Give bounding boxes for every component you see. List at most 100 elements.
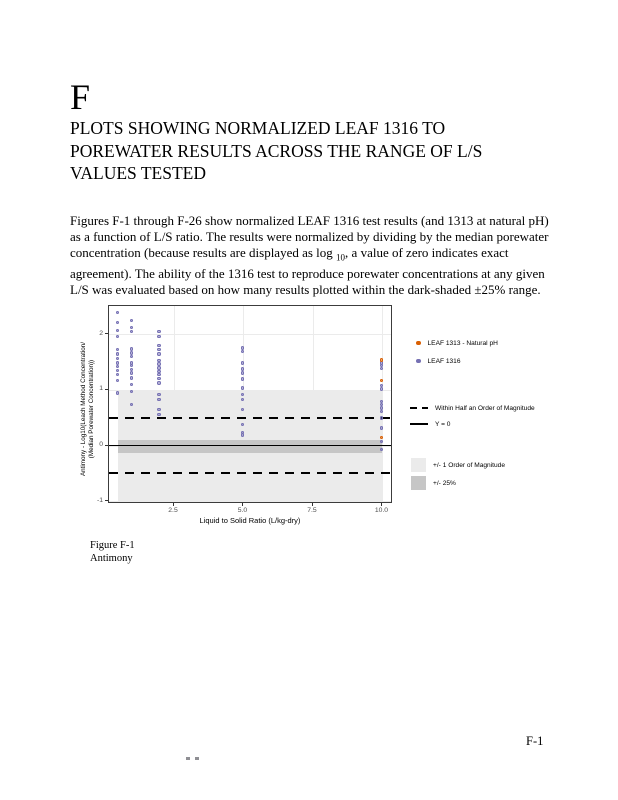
- data-point: [115, 352, 120, 356]
- data-point: [115, 365, 120, 369]
- legend-label: LEAF 1313 - Natural pH: [427, 339, 498, 347]
- data-point: [129, 367, 134, 372]
- data-point: [379, 383, 384, 388]
- y-tick-mark: [105, 333, 108, 335]
- figure-caption-number: Figure F-1: [90, 540, 135, 551]
- data-point: [157, 372, 161, 377]
- data-point: [157, 352, 161, 356]
- legend-label: Y = 0: [435, 420, 451, 428]
- data-point: [129, 402, 134, 407]
- data-point: [157, 329, 161, 334]
- data-point: [379, 358, 384, 362]
- gridline: [109, 334, 391, 336]
- data-point: [379, 378, 384, 383]
- data-point: [157, 347, 161, 352]
- data-point: [129, 376, 134, 380]
- data-point: [379, 447, 384, 452]
- plot-panel: [108, 305, 392, 503]
- leaf-1316-marker-icon: [416, 358, 421, 364]
- dashed-reference-line: [109, 472, 391, 474]
- data-point: [240, 377, 245, 381]
- data-point: [129, 390, 134, 394]
- data-point: [129, 318, 134, 323]
- footer-dot-icon: [195, 757, 199, 760]
- data-point: [115, 391, 120, 395]
- page-title-line: VALUES TESTED: [70, 163, 206, 183]
- data-point: [240, 371, 245, 375]
- data-point: [157, 343, 161, 348]
- solid-line-icon: [410, 422, 428, 426]
- x-tick-mark: [173, 503, 175, 506]
- legend-label: +/- 1 Order of Magnitude: [433, 461, 506, 469]
- data-point: [379, 416, 384, 420]
- x-tick-label: 7.5: [307, 507, 317, 514]
- data-point: [129, 382, 134, 387]
- page-title-line: POREWATER RESULTS ACROSS THE RANGE OF L/…: [70, 140, 483, 161]
- footer-dot-icon: [186, 757, 190, 760]
- paragraph-text: Figures F-1 through F-26 show normalized…: [70, 213, 549, 260]
- data-point: [115, 347, 120, 352]
- light-band-swatch-icon: [411, 458, 426, 472]
- x-tick-label: 10.0: [374, 507, 389, 514]
- figure-caption: Figure F-1 Antimony: [90, 540, 135, 565]
- y-tick-label: 0: [99, 441, 103, 448]
- data-point: [129, 329, 134, 334]
- y-tick-mark: [105, 388, 108, 390]
- data-point: [240, 367, 245, 371]
- data-point: [379, 426, 384, 430]
- legend-label: LEAF 1316: [427, 357, 461, 365]
- data-point: [157, 366, 161, 370]
- y-axis-label: Antimony - Log10(Leach Method Concentrat…: [80, 341, 95, 477]
- dashed-line-icon: [410, 406, 428, 410]
- data-point: [240, 392, 245, 397]
- data-point: [129, 371, 134, 375]
- data-point: [157, 381, 161, 385]
- data-point: [129, 363, 134, 368]
- data-point: [115, 361, 120, 365]
- y-tick-label: 1: [99, 385, 103, 393]
- data-point: [129, 351, 134, 355]
- data-point: [115, 311, 120, 315]
- x-tick-mark: [242, 503, 244, 506]
- data-point: [157, 412, 161, 417]
- data-point: [379, 366, 384, 371]
- paragraph-text: , a value of zero indicates exact agreem…: [70, 245, 545, 297]
- page-title-line: PLOTS SHOWING NORMALIZED LEAF 1316 TO: [70, 118, 446, 138]
- x-axis-label: Liquid to Solid Ratio (L/kg-dry): [199, 516, 301, 525]
- legend-item-leaf-1313: LEAF 1313 - Natural pH: [410, 338, 498, 348]
- data-point: [240, 350, 245, 354]
- x-tick-label: 2.5: [168, 507, 178, 514]
- data-point: [115, 378, 120, 383]
- data-point: [240, 407, 245, 412]
- data-point: [240, 422, 245, 427]
- page-title: PLOTS SHOWING NORMALIZED LEAF 1316 TO PO…: [70, 117, 482, 185]
- data-point: [379, 410, 384, 414]
- data-point: [157, 397, 161, 402]
- legend-item-leaf-1316: LEAF 1316: [410, 356, 461, 366]
- section-letter: F: [70, 77, 91, 117]
- legend-label: +/- 25%: [433, 479, 456, 487]
- figure-f1-chart: Antimony - Log10(Leach Method Concentrat…: [78, 300, 575, 540]
- data-point: [240, 397, 245, 402]
- figure-caption-analyte: Antimony: [90, 552, 133, 564]
- solid-reference-line: [109, 444, 391, 447]
- data-point: [379, 439, 384, 443]
- dark-band-swatch-icon: [411, 476, 426, 490]
- legend-label: Within Half an Order of Magnitude: [435, 404, 535, 412]
- data-point: [115, 328, 120, 333]
- y-tick-mark: [105, 444, 108, 446]
- legend-item-half-order: Within Half an Order of Magnitude: [410, 403, 535, 413]
- y-tick-label: -1: [96, 496, 103, 504]
- data-point: [129, 355, 134, 359]
- data-point: [115, 368, 120, 373]
- leaf-1313-marker-icon: [416, 340, 421, 346]
- data-point: [379, 435, 384, 440]
- data-point: [115, 321, 120, 325]
- gridline: [109, 501, 391, 502]
- log10-subscript: 10: [336, 252, 346, 263]
- y-tick-mark: [105, 500, 108, 502]
- data-point: [157, 358, 161, 363]
- data-point: [157, 362, 161, 366]
- data-point: [115, 356, 120, 361]
- x-tick-label: 5.0: [237, 507, 248, 514]
